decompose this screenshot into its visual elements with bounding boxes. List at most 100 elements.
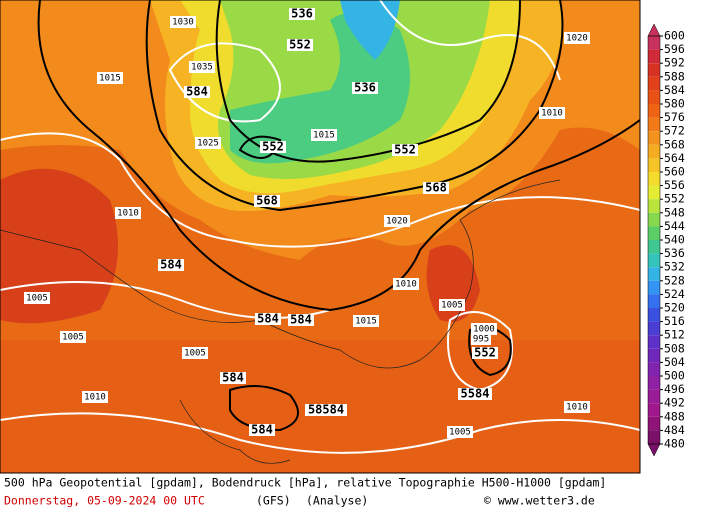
colorbar-swatch bbox=[648, 240, 660, 254]
geopotential-label-box bbox=[392, 144, 418, 156]
colorbar-label: 560 bbox=[664, 165, 685, 179]
geopotential-label: 584 bbox=[290, 313, 312, 327]
colorbar-label: 496 bbox=[664, 382, 685, 396]
pressure-label-box bbox=[447, 426, 473, 438]
geopotential-label: 584 bbox=[222, 371, 244, 385]
pressure-label: 1030 bbox=[172, 18, 194, 28]
colorbar-label: 556 bbox=[664, 178, 685, 192]
colorbar-swatch bbox=[648, 321, 660, 336]
geopotential-label-box bbox=[305, 404, 347, 416]
colorbar-swatch bbox=[648, 49, 660, 64]
pressure-label: 1010 bbox=[84, 393, 106, 403]
footer-run: (Analyse) bbox=[306, 494, 368, 508]
colorbar-label: 584 bbox=[664, 83, 685, 97]
footer-credit: © www.wetter3.de bbox=[484, 494, 595, 508]
footer-title: 500 hPa Geopotential [gpdam], Bodendruck… bbox=[4, 476, 606, 490]
colorbar-label: 576 bbox=[664, 110, 685, 124]
pressure-label: 1035 bbox=[191, 63, 213, 73]
map-frame bbox=[0, 0, 641, 474]
colorbar-swatch bbox=[648, 144, 660, 159]
pressure-label: 1005 bbox=[26, 294, 48, 304]
pressure-label: 1010 bbox=[117, 209, 139, 219]
pressure-label-box bbox=[353, 315, 379, 327]
pressure-label-box bbox=[195, 137, 221, 149]
geopotential-label: 568 bbox=[425, 181, 447, 195]
colorbar-swatch bbox=[648, 199, 660, 213]
colorbar-label: 516 bbox=[664, 314, 685, 328]
colorbar-label: 528 bbox=[664, 273, 685, 287]
geopotential-label-box bbox=[352, 82, 378, 94]
geopotential-label: 58584 bbox=[308, 403, 344, 417]
pressure-label: 1005 bbox=[449, 428, 471, 438]
colorbar-swatch bbox=[648, 185, 660, 200]
colorbar-swatch bbox=[648, 280, 660, 295]
geopotential-label-box bbox=[255, 313, 281, 325]
colorbar-label: 572 bbox=[664, 124, 685, 138]
pressure-label: 1010 bbox=[395, 280, 417, 290]
geopotential-label: 552 bbox=[262, 140, 284, 154]
colorbar-label: 508 bbox=[664, 341, 685, 355]
colorbar-top-arrow bbox=[647, 23, 661, 37]
pressure-label-box bbox=[393, 278, 419, 290]
colorbar-label: 504 bbox=[664, 355, 685, 369]
colorbar-swatch bbox=[648, 104, 660, 118]
pressure-label-box bbox=[60, 331, 86, 343]
colorbar-label: 580 bbox=[664, 97, 685, 111]
colorbar-swatch bbox=[648, 389, 660, 404]
pressure-label: 1020 bbox=[386, 217, 408, 227]
pressure-label: 1015 bbox=[99, 74, 121, 84]
geopotential-label-box bbox=[220, 372, 246, 384]
colorbar-label: 568 bbox=[664, 137, 685, 151]
colorbar-swatch bbox=[648, 403, 660, 417]
colorbar-label: 536 bbox=[664, 246, 685, 260]
colorbar-bottom-arrow bbox=[647, 443, 661, 457]
colorbar-label: 488 bbox=[664, 409, 685, 423]
pressure-label-box bbox=[97, 72, 123, 84]
pressure-label: 1005 bbox=[62, 333, 84, 343]
pressure-label-box bbox=[311, 129, 337, 141]
pressure-label: 1015 bbox=[355, 317, 377, 327]
geopotential-label-box bbox=[423, 182, 449, 194]
pressure-label: 1000 bbox=[473, 325, 495, 335]
geopotential-label: 568 bbox=[256, 194, 278, 208]
geopotential-label-box bbox=[184, 86, 210, 98]
colorbar-label: 512 bbox=[664, 328, 685, 342]
geopotential-label-box bbox=[458, 388, 492, 400]
pressure-label: 1010 bbox=[541, 109, 563, 119]
pressure-label-box bbox=[182, 347, 208, 359]
colorbar-label: 484 bbox=[664, 423, 685, 437]
colorbar-swatch bbox=[648, 335, 660, 349]
pressure-label-box bbox=[24, 292, 50, 304]
isobars bbox=[0, 0, 641, 454]
pressure-label: 1010 bbox=[566, 403, 588, 413]
geopotential-label-box bbox=[254, 195, 280, 207]
geopotential-label: 536 bbox=[354, 81, 376, 95]
geopotential-label: 536 bbox=[291, 7, 313, 21]
colorbar-swatch bbox=[648, 348, 660, 363]
colorbar-swatch bbox=[648, 362, 660, 376]
colorbar-label: 492 bbox=[664, 396, 685, 410]
colorbar-swatch bbox=[648, 212, 660, 227]
colorbar-swatch bbox=[648, 416, 660, 431]
geopotential-label-box bbox=[287, 39, 313, 51]
colorbar-label: 540 bbox=[664, 233, 685, 247]
colorbar-swatch bbox=[648, 308, 660, 322]
colorbar-label: 564 bbox=[664, 151, 685, 165]
colorbar-label: 480 bbox=[664, 437, 685, 451]
geopotential-label: 584 bbox=[257, 312, 279, 326]
geopotential-label: 552 bbox=[394, 143, 416, 157]
pressure-label: 1025 bbox=[197, 139, 219, 149]
colorbar-swatch bbox=[648, 76, 660, 91]
colorbar-swatch bbox=[648, 158, 660, 172]
colorbar-swatch bbox=[648, 117, 660, 132]
colorbar-swatch bbox=[648, 131, 660, 145]
colorbar-swatch bbox=[648, 267, 660, 281]
colorbar-label: 532 bbox=[664, 260, 685, 274]
region-536 bbox=[340, 0, 400, 60]
geopotential-label-box bbox=[289, 8, 315, 20]
pressure-label-box bbox=[471, 333, 491, 345]
colorbar-label: 600 bbox=[664, 29, 685, 43]
pressure-label-box bbox=[170, 16, 196, 28]
map-area: 536 552 584 536 552 552 568 568 584 584 584 552 584 5… bbox=[0, 0, 641, 473]
colorbar-swatch bbox=[648, 253, 660, 268]
